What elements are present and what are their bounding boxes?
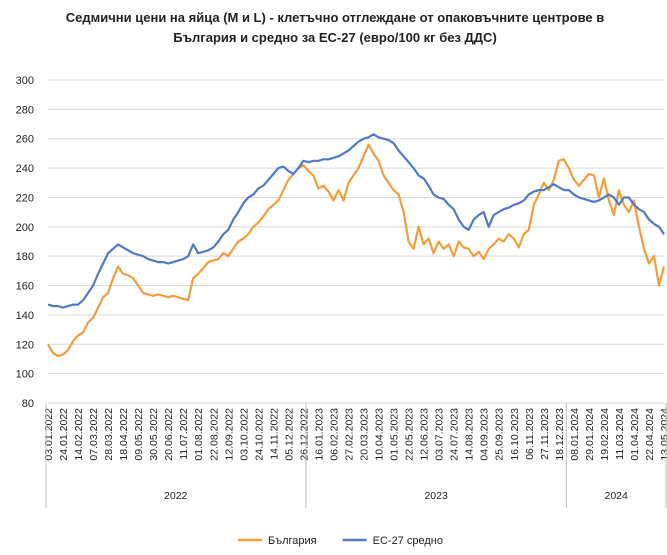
x-tick-label: 24.01.2022 (58, 408, 70, 461)
x-tick-label: 06.11.2023 (524, 408, 536, 460)
x-tick-label: 14.11.2022 (268, 408, 280, 460)
x-tick-label: 16.10.2023 (509, 408, 521, 461)
x-tick-label: 29.01.2024 (584, 408, 596, 461)
y-tick-label: 280 (16, 104, 34, 116)
x-tick-label: 18.04.2022 (118, 408, 130, 461)
x-tick-label: 11.03.2024 (614, 408, 626, 460)
x-tick-label: 22.08.2022 (208, 408, 220, 461)
x-tick-label: 22.05.2023 (404, 408, 416, 461)
series-line (47, 143, 666, 358)
y-tick-label: 220 (16, 192, 34, 204)
chart-title: Седмични цени на яйца (М и L) - клетъчно… (66, 10, 604, 25)
x-tick-label: 25.09.2023 (494, 408, 506, 461)
y-tick-label: 120 (16, 339, 34, 351)
x-tick-label: 14.02.2022 (73, 408, 85, 461)
y-tick-label: 200 (16, 222, 34, 234)
x-tick-label: 27.02.2023 (343, 408, 355, 461)
year-label: 2023 (424, 490, 448, 502)
y-tick-label: 160 (16, 281, 34, 293)
x-tick-label: 05.12.2022 (283, 408, 295, 461)
x-tick-label: 16.01.2023 (313, 408, 325, 461)
x-tick-label: 07.03.2022 (88, 408, 100, 461)
y-tick-label: 180 (16, 251, 34, 263)
legend-label: ЕС-27 средно (373, 535, 443, 547)
x-tick-label: 03.07.2023 (434, 408, 446, 461)
y-tick-label: 240 (16, 163, 34, 175)
year-label: 2024 (604, 490, 628, 502)
x-tick-label: 13.05.2024 (659, 408, 667, 461)
x-tick-label: 26.12.2022 (298, 408, 310, 461)
x-tick-label: 10.04.2023 (374, 408, 386, 461)
x-tick-label: 18.12.2023 (554, 408, 566, 461)
x-tick-label: 01.05.2023 (389, 408, 401, 461)
x-tick-label: 12.09.2022 (223, 408, 235, 461)
x-tick-label: 28.03.2022 (103, 408, 115, 461)
x-tick-label: 06.02.2023 (328, 408, 340, 461)
y-tick-label: 300 (16, 75, 34, 87)
x-tick-label: 19.02.2024 (599, 408, 611, 461)
x-tick-label: 11.07.2022 (178, 408, 190, 460)
y-tick-label: 260 (16, 134, 34, 146)
series-line (47, 133, 665, 309)
legend-label: България (268, 535, 317, 547)
chart-title: България и средно за ЕС-27 (евро/100 кг … (173, 30, 497, 45)
x-tick-label: 14.08.2023 (464, 408, 476, 461)
x-tick-label: 08.01.2024 (569, 408, 581, 461)
x-tick-label: 01.08.2022 (193, 408, 205, 461)
year-label: 2022 (164, 490, 188, 502)
y-tick-label: 140 (16, 310, 34, 322)
x-tick-label: 04.09.2023 (479, 408, 491, 461)
x-tick-label: 27.11.2023 (539, 408, 551, 460)
x-tick-label: 24.07.2023 (449, 408, 461, 461)
x-tick-label: 09.05.2022 (133, 408, 145, 461)
x-tick-label: 20.03.2023 (359, 408, 371, 461)
x-tick-label: 01.04.2024 (629, 408, 641, 461)
x-tick-label: 03.01.2022 (43, 408, 55, 461)
x-tick-label: 30.05.2022 (148, 408, 160, 461)
x-tick-label: 03.10.2022 (238, 408, 250, 461)
x-tick-label: 12.06.2023 (419, 408, 431, 461)
y-tick-label: 80 (22, 398, 34, 410)
x-tick-label: 20.06.2022 (163, 408, 175, 461)
x-tick-label: 24.10.2022 (253, 408, 265, 461)
x-tick-label: 22.04.2024 (644, 408, 656, 461)
y-tick-label: 100 (16, 369, 34, 381)
